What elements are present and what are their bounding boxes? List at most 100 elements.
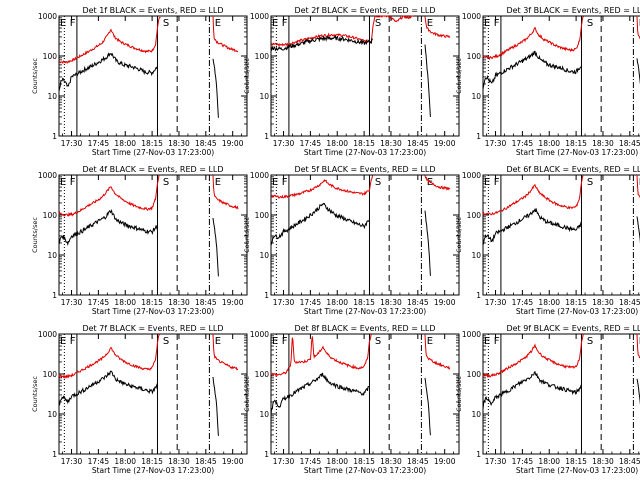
- x-tick-label: 17:45: [88, 457, 110, 466]
- events-series-line: [212, 58, 219, 118]
- region-marker-e-start: E: [272, 177, 278, 188]
- plot-frame: [58, 15, 248, 137]
- x-axis-label: Start Time (27-Nov-03 17:23:00): [516, 307, 638, 316]
- y-axis-label: Counts/sec: [31, 376, 39, 412]
- x-tick-label: 18:30: [380, 457, 402, 466]
- x-tick-label: 18:45: [619, 139, 640, 148]
- x-tick-label: 18:45: [407, 139, 429, 148]
- x-tick-label: 17:30: [61, 298, 83, 307]
- panel-title: Det 3f BLACK = Events, RED = LLD: [506, 6, 640, 15]
- lld-series-line: [212, 15, 239, 53]
- x-tick-label: 18:45: [195, 457, 217, 466]
- y-tick-label: 100: [467, 52, 482, 61]
- y-tick-label: 100: [43, 370, 58, 379]
- panel-det-4: Det 4f BLACK = Events, RED = LLD 1 10 100 10…: [31, 165, 248, 316]
- x-tick-label: 17:45: [300, 298, 322, 307]
- y-axis-label: Counts/sec: [243, 376, 251, 412]
- x-tick-label: 17:30: [485, 298, 507, 307]
- lld-series-line: [482, 333, 584, 379]
- region-marker-e-start: E: [60, 177, 66, 188]
- region-marker-s: S: [587, 177, 593, 188]
- x-tick-label: 18:00: [326, 139, 348, 148]
- y-tick-label: 10: [259, 410, 269, 419]
- events-series-line: [58, 208, 158, 247]
- y-tick-label: 1000: [250, 12, 269, 21]
- x-tick-label: 17:45: [88, 139, 110, 148]
- x-tick-label: 17:30: [273, 457, 295, 466]
- x-tick-label: 17:45: [300, 457, 322, 466]
- x-tick-label: 17:45: [512, 139, 534, 148]
- x-tick-label: 18:45: [195, 139, 217, 148]
- events-series-line: [270, 372, 370, 416]
- plot-frame: [270, 15, 460, 137]
- region-marker-f: F: [282, 177, 288, 188]
- region-marker-f: F: [494, 177, 500, 188]
- x-tick-label: 18:30: [592, 457, 614, 466]
- y-axis-label: Counts/sec: [31, 217, 39, 253]
- x-tick-label: 18:30: [168, 298, 190, 307]
- x-tick-label: 18:00: [114, 298, 136, 307]
- lld-series-line: [212, 333, 239, 371]
- lld-series-line: [424, 334, 451, 370]
- lld-series-line: [58, 174, 160, 217]
- y-tick-label: 10: [47, 92, 57, 101]
- y-tick-label: 1: [52, 132, 57, 141]
- y-tick-label: 1: [264, 291, 269, 300]
- x-tick-label: 18:45: [407, 298, 429, 307]
- y-tick-label: 1: [264, 450, 269, 459]
- y-tick-label: 100: [467, 370, 482, 379]
- y-tick-label: 1: [476, 450, 481, 459]
- y-tick-label: 100: [467, 211, 482, 220]
- plot-frame: [270, 333, 460, 455]
- lld-series-line: [58, 16, 161, 65]
- y-tick-label: 100: [255, 52, 270, 61]
- x-tick-label: 18:30: [168, 457, 190, 466]
- region-marker-e: E: [427, 336, 433, 347]
- x-tick-label: 17:30: [485, 457, 507, 466]
- x-tick-label: 18:00: [326, 298, 348, 307]
- panel-title: Det 7f BLACK = Events, RED = LLD: [82, 324, 223, 333]
- region-marker-f: F: [494, 18, 500, 29]
- y-tick-label: 100: [43, 52, 58, 61]
- x-tick-label: 19:00: [434, 139, 456, 148]
- x-tick-label: 19:00: [222, 298, 244, 307]
- x-tick-label: 19:00: [222, 139, 244, 148]
- region-marker-f: F: [70, 336, 76, 347]
- x-tick-label: 18:45: [619, 457, 640, 466]
- x-tick-label: 18:00: [114, 139, 136, 148]
- x-tick-label: 17:30: [273, 139, 295, 148]
- lld-series-line: [58, 334, 160, 379]
- region-marker-e: E: [639, 18, 640, 29]
- x-tick-label: 18:45: [195, 298, 217, 307]
- y-tick-label: 10: [259, 92, 269, 101]
- events-series-line: [270, 35, 373, 52]
- panel-det-3: Det 3f BLACK = Events, RED = LLD 1 10 100 10…: [455, 6, 640, 157]
- y-tick-label: 1: [476, 291, 481, 300]
- panel-det-2: Det 2f BLACK = Events, RED = LLD 1 10 100 10…: [243, 6, 460, 157]
- y-axis-label: Counts/sec: [31, 58, 39, 94]
- region-marker-f: F: [70, 18, 76, 29]
- region-marker-e-start: E: [484, 336, 490, 347]
- region-marker-e: E: [639, 177, 640, 188]
- events-series-line: [424, 377, 431, 436]
- region-marker-e-start: E: [484, 177, 490, 188]
- x-tick-label: 18:45: [407, 457, 429, 466]
- x-tick-label: 17:45: [512, 457, 534, 466]
- panel-det-9: Det 9f BLACK = Events, RED = LLD 1 10 100 10…: [455, 324, 640, 475]
- y-tick-label: 1: [476, 132, 481, 141]
- x-tick-label: 17:30: [61, 139, 83, 148]
- y-axis-label: Counts/sec: [243, 58, 251, 94]
- y-tick-label: 100: [255, 370, 270, 379]
- y-tick-label: 10: [471, 92, 481, 101]
- events-series-line: [482, 207, 582, 246]
- panel-det-7: Det 7f BLACK = Events, RED = LLD 1 10 100 10…: [31, 324, 248, 475]
- y-tick-label: 1000: [38, 330, 57, 339]
- region-marker-f: F: [282, 18, 288, 29]
- x-axis-label: Start Time (27-Nov-03 17:23:00): [304, 466, 426, 475]
- panel-title: Det 1f BLACK = Events, RED = LLD: [82, 6, 223, 15]
- x-axis-label: Start Time (27-Nov-03 17:23:00): [516, 148, 638, 157]
- x-tick-label: 18:00: [326, 457, 348, 466]
- region-marker-s: S: [587, 18, 593, 29]
- lld-series-line: [270, 333, 372, 377]
- x-tick-label: 18:30: [380, 298, 402, 307]
